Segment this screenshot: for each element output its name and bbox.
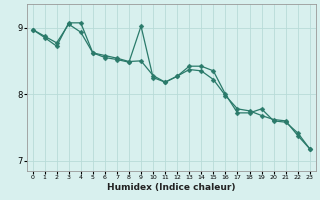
X-axis label: Humidex (Indice chaleur): Humidex (Indice chaleur) [107, 183, 236, 192]
